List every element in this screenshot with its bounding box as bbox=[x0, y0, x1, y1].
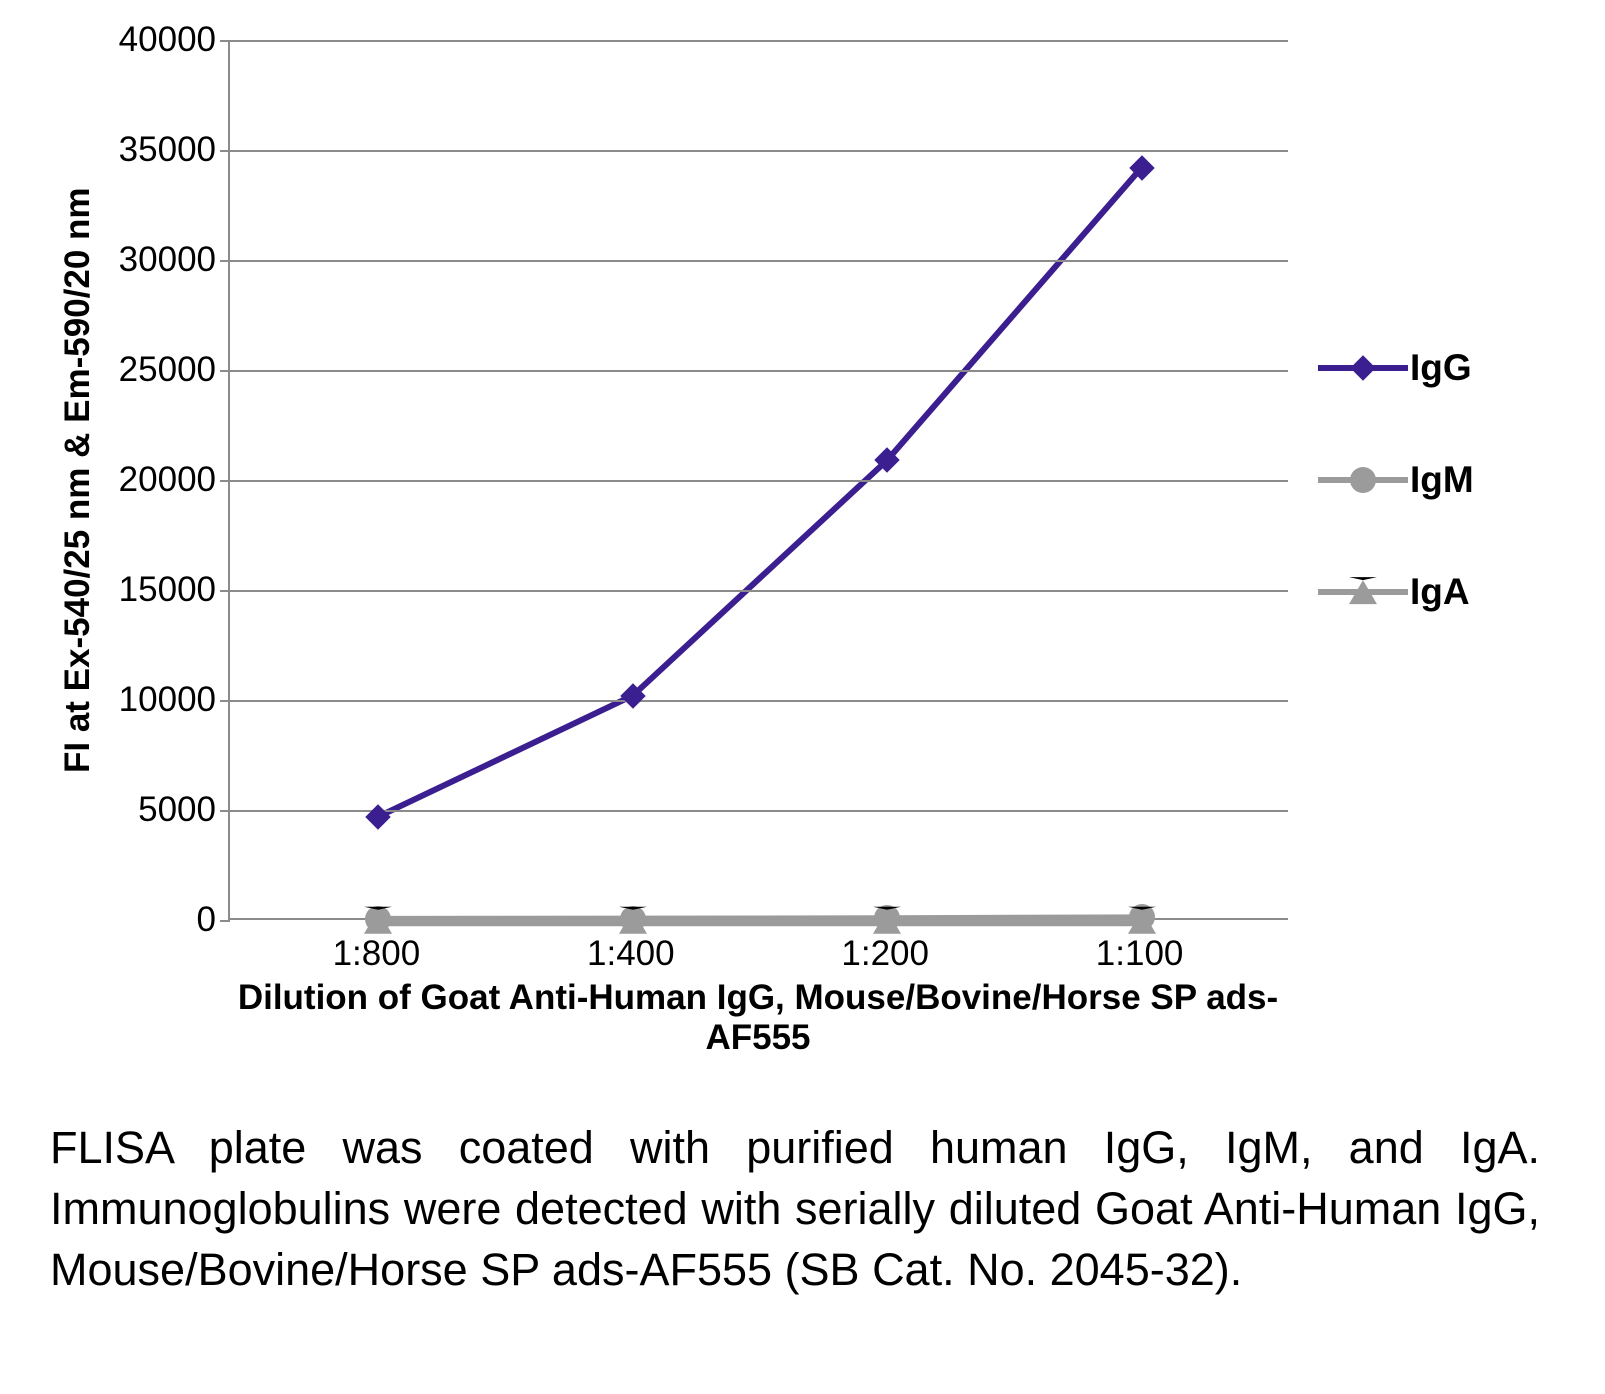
legend-line-icon bbox=[1318, 365, 1408, 371]
y-tick-mark bbox=[220, 810, 230, 812]
gridline bbox=[230, 700, 1288, 702]
legend-label: IgA bbox=[1410, 571, 1470, 613]
y-tick-mark bbox=[220, 700, 230, 702]
chart-area: FI at Ex-540/25 nm & Em-590/20 nm 0 5000 1… bbox=[50, 40, 1555, 1058]
plot-box bbox=[228, 40, 1288, 920]
x-tick-labels: 1:8001:4001:2001:100 bbox=[228, 920, 1288, 970]
gridline bbox=[230, 370, 1288, 372]
figure-caption: FLISA plate was coated with purified hum… bbox=[50, 1118, 1540, 1300]
y-tick-label: 15000 bbox=[119, 570, 216, 610]
y-tick-labels: 0500010000150002000025000300003500040000 bbox=[98, 40, 228, 920]
x-tick-label: 1:100 bbox=[1096, 934, 1184, 974]
y-tick-label: 10000 bbox=[119, 680, 216, 720]
x-tick-label: 1:200 bbox=[841, 934, 929, 974]
series-lines bbox=[230, 40, 1290, 920]
legend-line-icon bbox=[1318, 477, 1408, 483]
legend-label: IgM bbox=[1410, 459, 1474, 501]
y-tick-label: 30000 bbox=[119, 240, 216, 280]
y-tick-label: 40000 bbox=[119, 20, 216, 60]
y-tick-mark bbox=[220, 590, 230, 592]
plot-column: 0500010000150002000025000300003500040000… bbox=[98, 40, 1474, 1058]
series-line-igg bbox=[378, 168, 1141, 817]
legend-item-igm: IgM bbox=[1318, 459, 1474, 501]
gridline bbox=[230, 150, 1288, 152]
gridline bbox=[230, 480, 1288, 482]
circle-marker-icon bbox=[1350, 467, 1376, 493]
series-line-igm bbox=[378, 917, 1141, 919]
legend-item-iga: IgA bbox=[1318, 571, 1474, 613]
diamond-marker-icon bbox=[1350, 355, 1375, 380]
y-tick-mark bbox=[220, 370, 230, 372]
y-tick-mark bbox=[220, 150, 230, 152]
gridline bbox=[230, 260, 1288, 262]
y-axis-title: FI at Ex-540/25 nm & Em-590/20 nm bbox=[50, 40, 98, 920]
y-tick-label: 25000 bbox=[119, 350, 216, 390]
legend: IgG IgM IgA bbox=[1288, 40, 1474, 920]
legend-item-igg: IgG bbox=[1318, 347, 1474, 389]
diamond-marker-icon bbox=[366, 804, 391, 829]
y-tick-mark bbox=[220, 40, 230, 42]
diamond-marker-icon bbox=[874, 447, 899, 472]
x-axis-title: Dilution of Goat Anti-Human IgG, Mouse/B… bbox=[228, 978, 1288, 1058]
y-tick-label: 5000 bbox=[138, 790, 216, 830]
x-tick-label: 1:400 bbox=[587, 934, 675, 974]
y-tick-mark bbox=[220, 260, 230, 262]
gridline bbox=[230, 590, 1288, 592]
legend-label: IgG bbox=[1410, 347, 1472, 389]
plot-row: 0500010000150002000025000300003500040000… bbox=[98, 40, 1474, 920]
y-tick-label: 20000 bbox=[119, 460, 216, 500]
diamond-marker-icon bbox=[620, 683, 645, 708]
y-tick-mark bbox=[220, 480, 230, 482]
diamond-marker-icon bbox=[1129, 155, 1154, 180]
figure: FI at Ex-540/25 nm & Em-590/20 nm 0 5000 1… bbox=[50, 40, 1555, 1300]
y-tick-label: 35000 bbox=[119, 130, 216, 170]
x-tick-label: 1:800 bbox=[333, 934, 421, 974]
triangle-marker-icon bbox=[1349, 577, 1377, 604]
legend-line-icon bbox=[1318, 589, 1408, 595]
y-tick-label: 0 bbox=[197, 900, 216, 940]
gridline bbox=[230, 810, 1288, 812]
gridline bbox=[230, 40, 1288, 42]
